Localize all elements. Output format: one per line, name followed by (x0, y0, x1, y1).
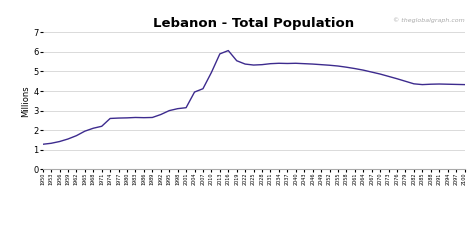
Title: Lebanon - Total Population: Lebanon - Total Population (153, 17, 354, 30)
Text: © theglobalgraph.com: © theglobalgraph.com (393, 17, 465, 23)
Y-axis label: Millions: Millions (21, 85, 30, 117)
